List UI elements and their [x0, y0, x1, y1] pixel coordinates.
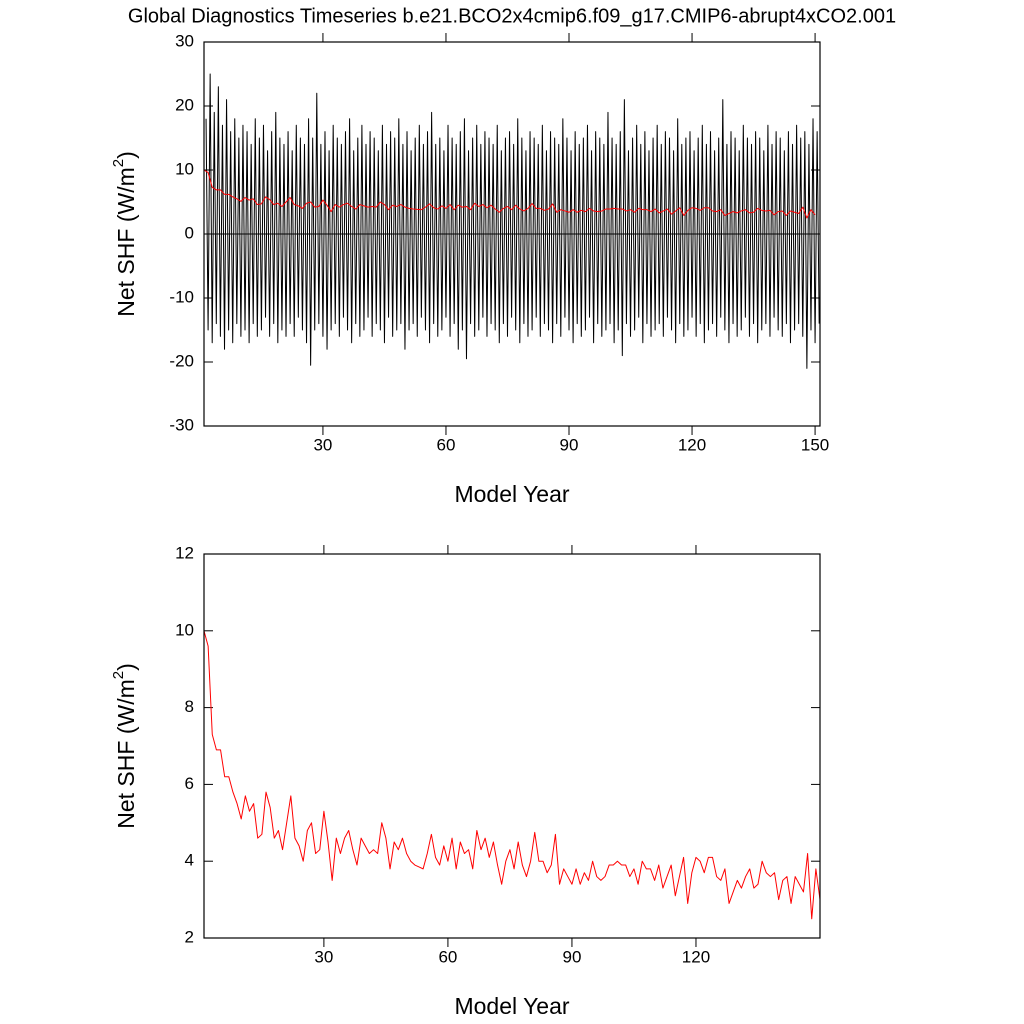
y-axis-label-part: 2 — [110, 671, 127, 679]
y-tick-label: 20 — [175, 95, 194, 114]
x-tick-label: 60 — [438, 947, 457, 966]
x-tick-label: 90 — [560, 435, 579, 454]
plot-frame — [203, 553, 821, 939]
x-tick-label: 90 — [562, 947, 581, 966]
y-axis-label-part: 2 — [110, 159, 127, 167]
series-line — [205, 73, 820, 369]
x-tick-label: 120 — [682, 947, 710, 966]
figure-title: Global Diagnostics Timeseries b.e21.BCO2… — [128, 5, 896, 27]
series-line — [203, 169, 816, 219]
series-line — [203, 630, 821, 920]
y-tick-label: 2 — [185, 927, 194, 946]
y-axis-label-part: ) — [113, 663, 139, 671]
y-tick-label: 6 — [185, 774, 194, 793]
y-axis-label: Net SHF (W/m2) — [110, 151, 139, 317]
y-axis-label-part: ) — [113, 151, 139, 159]
y-axis-label-part: Net SHF (W/m — [113, 167, 139, 317]
y-tick-label: -30 — [169, 415, 194, 434]
x-axis-label: Model Year — [454, 993, 569, 1019]
y-axis-label: Net SHF (W/m2) — [110, 663, 139, 829]
x-tick-label: 120 — [678, 435, 706, 454]
y-tick-label: 12 — [175, 543, 194, 562]
y-tick-label: 10 — [175, 620, 194, 639]
x-tick-label: 30 — [313, 435, 332, 454]
x-tick-label: 150 — [801, 435, 829, 454]
y-axis-label-part: Net SHF (W/m — [113, 679, 139, 829]
y-tick-label: 4 — [185, 851, 194, 870]
plot-frame — [203, 41, 821, 427]
x-tick-label: 30 — [314, 947, 333, 966]
y-tick-label: 8 — [185, 697, 194, 716]
y-tick-label: 0 — [185, 223, 194, 242]
y-tick-label: 10 — [175, 159, 194, 178]
y-tick-label: -20 — [169, 351, 194, 370]
x-tick-label: 60 — [437, 435, 456, 454]
y-tick-label: -10 — [169, 287, 194, 306]
y-tick-label: 30 — [175, 31, 194, 50]
x-axis-label: Model Year — [454, 481, 569, 507]
